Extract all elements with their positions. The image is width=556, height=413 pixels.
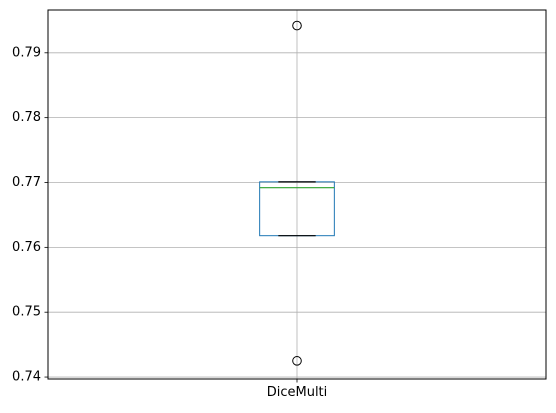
y-tick-label: 0.74 xyxy=(12,370,41,385)
grid-layer xyxy=(48,10,546,379)
y-tick-label: 0.76 xyxy=(12,240,41,255)
axis-layer: 0.74 0.75 0.76 0.77 0.78 0.79 DiceMulti xyxy=(12,45,327,400)
outlier-point xyxy=(292,20,302,31)
x-tick-label: DiceMulti xyxy=(267,385,328,400)
data-layer xyxy=(259,20,335,366)
outlier-point xyxy=(292,356,302,366)
y-tick-label: 0.75 xyxy=(12,305,41,320)
y-tick-label: 0.77 xyxy=(12,175,41,190)
y-tick-label: 0.78 xyxy=(12,110,41,125)
y-tick-label: 0.79 xyxy=(12,45,41,60)
